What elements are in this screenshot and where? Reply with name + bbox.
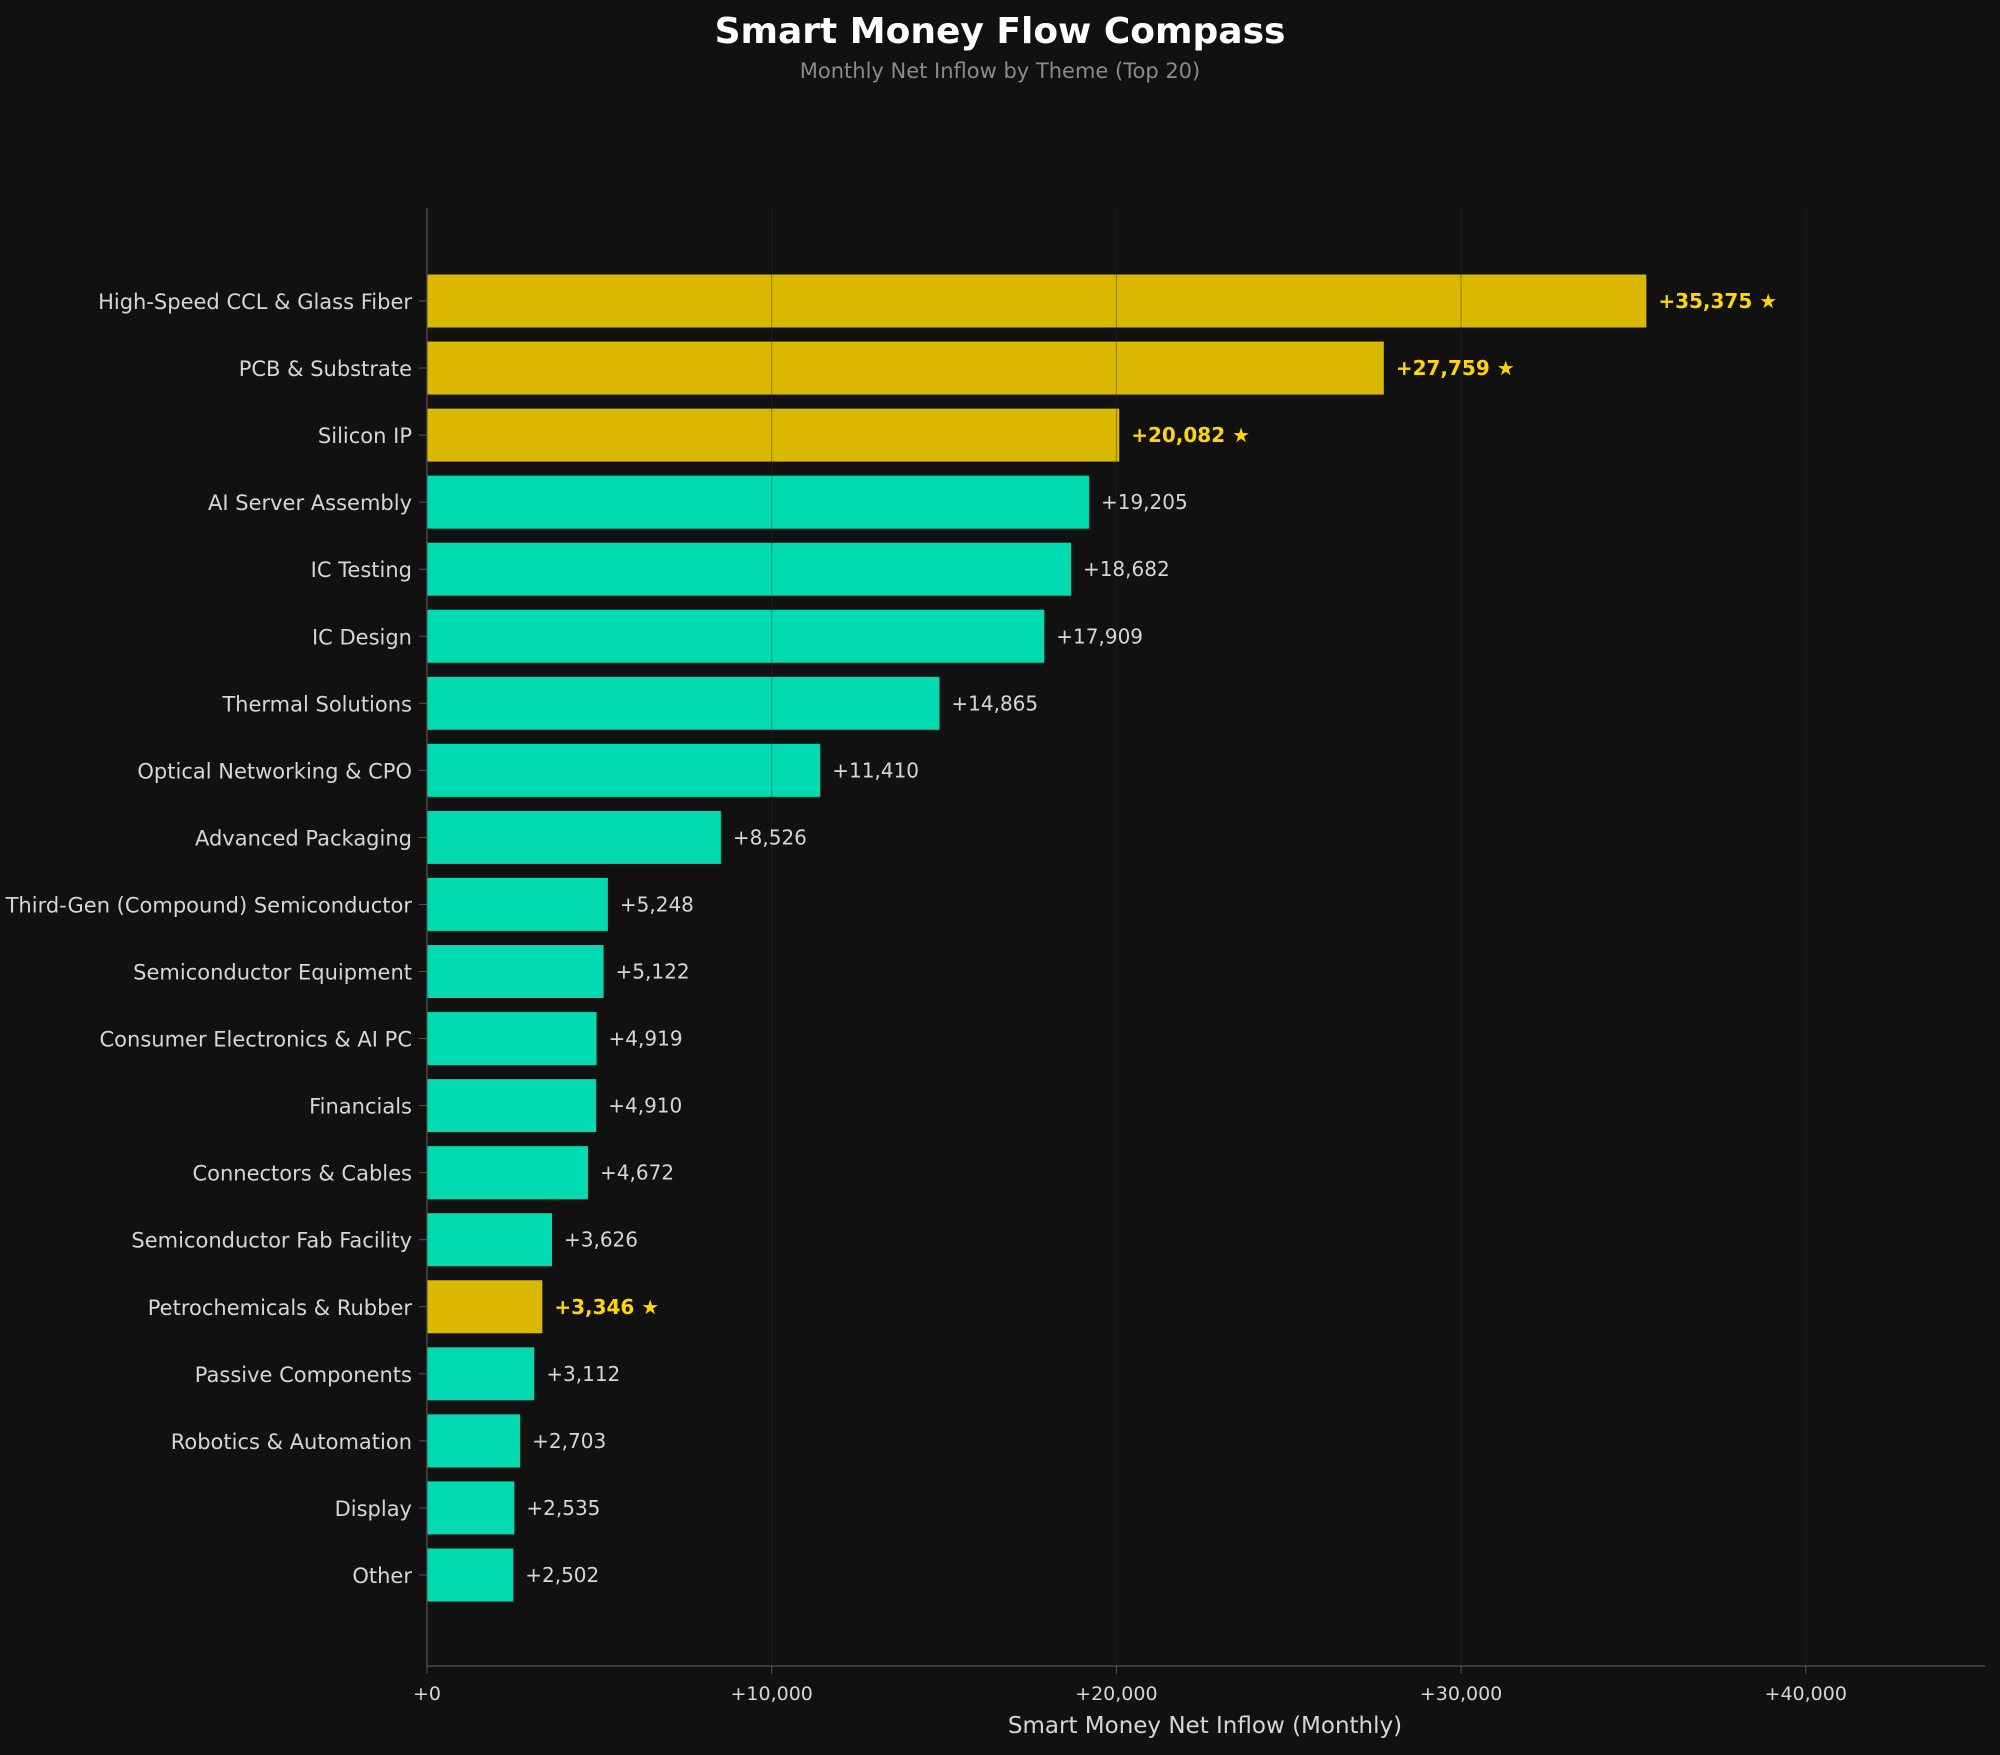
category-tick-label: Thermal Solutions bbox=[221, 692, 412, 716]
bar bbox=[427, 676, 940, 730]
bar-value-label: +8,526 bbox=[733, 825, 807, 849]
bar-value-label: +2,502 bbox=[525, 1563, 599, 1587]
category-tick-label: IC Design bbox=[312, 625, 412, 649]
bar-value-label: +14,865 bbox=[951, 691, 1038, 715]
category-tick-label: High-Speed CCL & Glass Fiber bbox=[98, 290, 412, 314]
category-tick-label: Advanced Packaging bbox=[195, 826, 412, 850]
category-tick-label: Semiconductor Fab Facility bbox=[131, 1229, 412, 1253]
bar-value-label: +2,703 bbox=[532, 1429, 606, 1453]
bar bbox=[427, 475, 1089, 529]
bar bbox=[427, 542, 1071, 596]
bar-value-label: +5,122 bbox=[616, 960, 690, 984]
bar bbox=[427, 945, 604, 998]
chart-title: Smart Money Flow Compass bbox=[715, 11, 1286, 52]
category-tick-label: Optical Networking & CPO bbox=[137, 759, 412, 783]
bar bbox=[427, 1481, 515, 1535]
x-tick-label: +20,000 bbox=[1075, 1683, 1157, 1705]
bar-value-label: +18,682 bbox=[1083, 557, 1170, 581]
category-tick-label: Financials bbox=[309, 1095, 412, 1119]
category-tick-label: IC Testing bbox=[311, 558, 412, 582]
category-tick-label: Other bbox=[352, 1564, 412, 1588]
bar-value-label: +11,410 bbox=[832, 758, 919, 782]
bar bbox=[427, 1146, 589, 1200]
bar-value-label: +3,112 bbox=[546, 1362, 620, 1386]
bar bbox=[427, 1079, 597, 1133]
bar-value-label: +4,672 bbox=[600, 1161, 674, 1185]
bar-value-label: +4,919 bbox=[609, 1027, 683, 1051]
axes: +0 +10,000 +20,000 +30,000 +40,000 bbox=[413, 208, 1985, 1705]
category-tick-label: Petrochemicals & Rubber bbox=[148, 1296, 413, 1320]
chart-subtitle: Monthly Net Inflow by Theme (Top 20) bbox=[800, 59, 1201, 83]
bars bbox=[427, 274, 1647, 1602]
bar-value-label: +5,248 bbox=[620, 892, 694, 916]
category-tick-label: Consumer Electronics & AI PC bbox=[100, 1028, 413, 1052]
category-tick-label: Display bbox=[335, 1497, 412, 1521]
bar bbox=[427, 743, 821, 797]
bar bbox=[427, 408, 1120, 462]
bar-value-label: +20,082 ★ bbox=[1131, 423, 1250, 447]
bar bbox=[427, 810, 721, 864]
bar bbox=[427, 609, 1045, 663]
category-tick-label: PCB & Substrate bbox=[239, 357, 412, 381]
bar-value-label: +19,205 bbox=[1101, 490, 1188, 514]
x-tick-label: +40,000 bbox=[1765, 1683, 1847, 1705]
category-labels: High-Speed CCL & Glass Fiber PCB & Substr… bbox=[5, 290, 427, 1588]
value-labels: +35,375 ★ +27,759 ★ +20,082 ★ +19,205 +18,68… bbox=[525, 289, 1777, 1587]
bar-value-label: +27,759 ★ bbox=[1396, 356, 1515, 380]
overlay-grid-lines bbox=[771, 208, 1807, 1666]
category-tick-label: Robotics & Automation bbox=[171, 1430, 412, 1454]
category-tick-label: AI Server Assembly bbox=[208, 491, 412, 515]
bar-value-label: +3,346 ★ bbox=[554, 1295, 659, 1319]
bar bbox=[427, 341, 1384, 395]
x-tick-label: +10,000 bbox=[730, 1683, 812, 1705]
category-tick-label: Connectors & Cables bbox=[192, 1162, 412, 1186]
category-tick-label: Silicon IP bbox=[318, 424, 412, 448]
bar-value-label: +4,910 bbox=[608, 1094, 682, 1118]
bar-value-label: +2,535 bbox=[526, 1496, 600, 1520]
x-axis-title: Smart Money Net Inflow (Monthly) bbox=[1008, 1713, 1402, 1739]
bar-value-label: +17,909 bbox=[1056, 624, 1143, 648]
bar bbox=[427, 877, 608, 931]
x-tick-label: +0 bbox=[413, 1683, 441, 1705]
bar bbox=[427, 1548, 514, 1602]
bar bbox=[427, 1347, 535, 1401]
bar bbox=[427, 1280, 543, 1334]
x-tick-label: +30,000 bbox=[1420, 1683, 1502, 1705]
category-tick-label: Passive Components bbox=[195, 1363, 412, 1387]
bar bbox=[427, 274, 1647, 328]
bar bbox=[427, 1213, 552, 1267]
category-tick-label: Semiconductor Equipment bbox=[133, 961, 412, 985]
bar-value-label: +3,626 bbox=[564, 1228, 638, 1252]
bar-value-label: +35,375 ★ bbox=[1658, 289, 1777, 313]
bar bbox=[427, 1414, 521, 1468]
category-tick-label: Third-Gen (Compound) Semiconductor bbox=[5, 893, 413, 917]
bar bbox=[427, 1012, 597, 1066]
